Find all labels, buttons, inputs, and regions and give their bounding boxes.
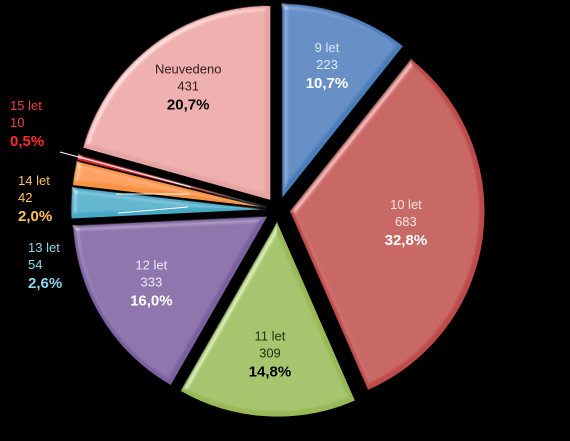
slice-value: 10 xyxy=(10,115,24,130)
slice-percent: 32,8% xyxy=(385,232,428,249)
pie-slice-9-let xyxy=(281,3,404,200)
leader-line-13-let xyxy=(117,206,189,214)
slice-percent: 2,0% xyxy=(18,208,52,225)
slice-label-13-let: 13 let 54 2,6% xyxy=(28,240,62,292)
pie-slice-11-let xyxy=(179,221,356,418)
leader-line-15-let xyxy=(59,151,192,188)
slice-label-neuvedeno: Neuvedeno 431 20,7% xyxy=(155,62,222,114)
slice-name: 13 let xyxy=(28,240,60,255)
slice-label-10-let: 10 let 683 32,8% xyxy=(385,197,428,249)
pie-slice-15-let xyxy=(76,154,267,208)
slice-label-9-let: 9 let 223 10,7% xyxy=(306,40,349,92)
slice-percent: 20,7% xyxy=(167,97,210,114)
slice-percent: 14,8% xyxy=(249,363,292,380)
pie-slice-13-let xyxy=(70,186,267,220)
slice-label-12-let: 12 let 333 16,0% xyxy=(130,258,173,310)
pie-slice-14-let xyxy=(72,160,267,209)
slice-value: 223 xyxy=(316,57,338,72)
slice-percent: 0,5% xyxy=(10,133,44,150)
slice-value: 431 xyxy=(177,79,199,94)
pie-slice-10-let xyxy=(289,58,486,391)
slice-name: 14 let xyxy=(18,173,50,188)
slice-name: 10 let xyxy=(390,197,422,212)
slice-value: 309 xyxy=(259,345,281,360)
slice-label-11-let: 11 let 309 14,8% xyxy=(249,328,292,380)
slice-name: 9 let xyxy=(315,40,340,55)
slice-label-14-let: 14 let 42 2,0% xyxy=(18,173,52,225)
slice-percent: 10,7% xyxy=(306,75,349,92)
slice-label-15-let: 15 let 10 0,5% xyxy=(10,98,44,150)
slice-name: Neuvedeno xyxy=(155,62,222,77)
slice-value: 42 xyxy=(18,190,32,205)
slice-name: 12 let xyxy=(135,258,167,273)
slice-value: 333 xyxy=(140,275,162,290)
slice-value: 54 xyxy=(28,257,42,272)
slice-name: 15 let xyxy=(10,98,42,113)
pie-slice-neuvedeno xyxy=(82,5,272,201)
slice-name: 11 let xyxy=(255,328,286,343)
slice-percent: 16,0% xyxy=(130,293,173,310)
slice-value: 683 xyxy=(395,214,417,229)
pie-slice-12-let xyxy=(72,215,269,387)
slice-percent: 2,6% xyxy=(28,275,62,292)
